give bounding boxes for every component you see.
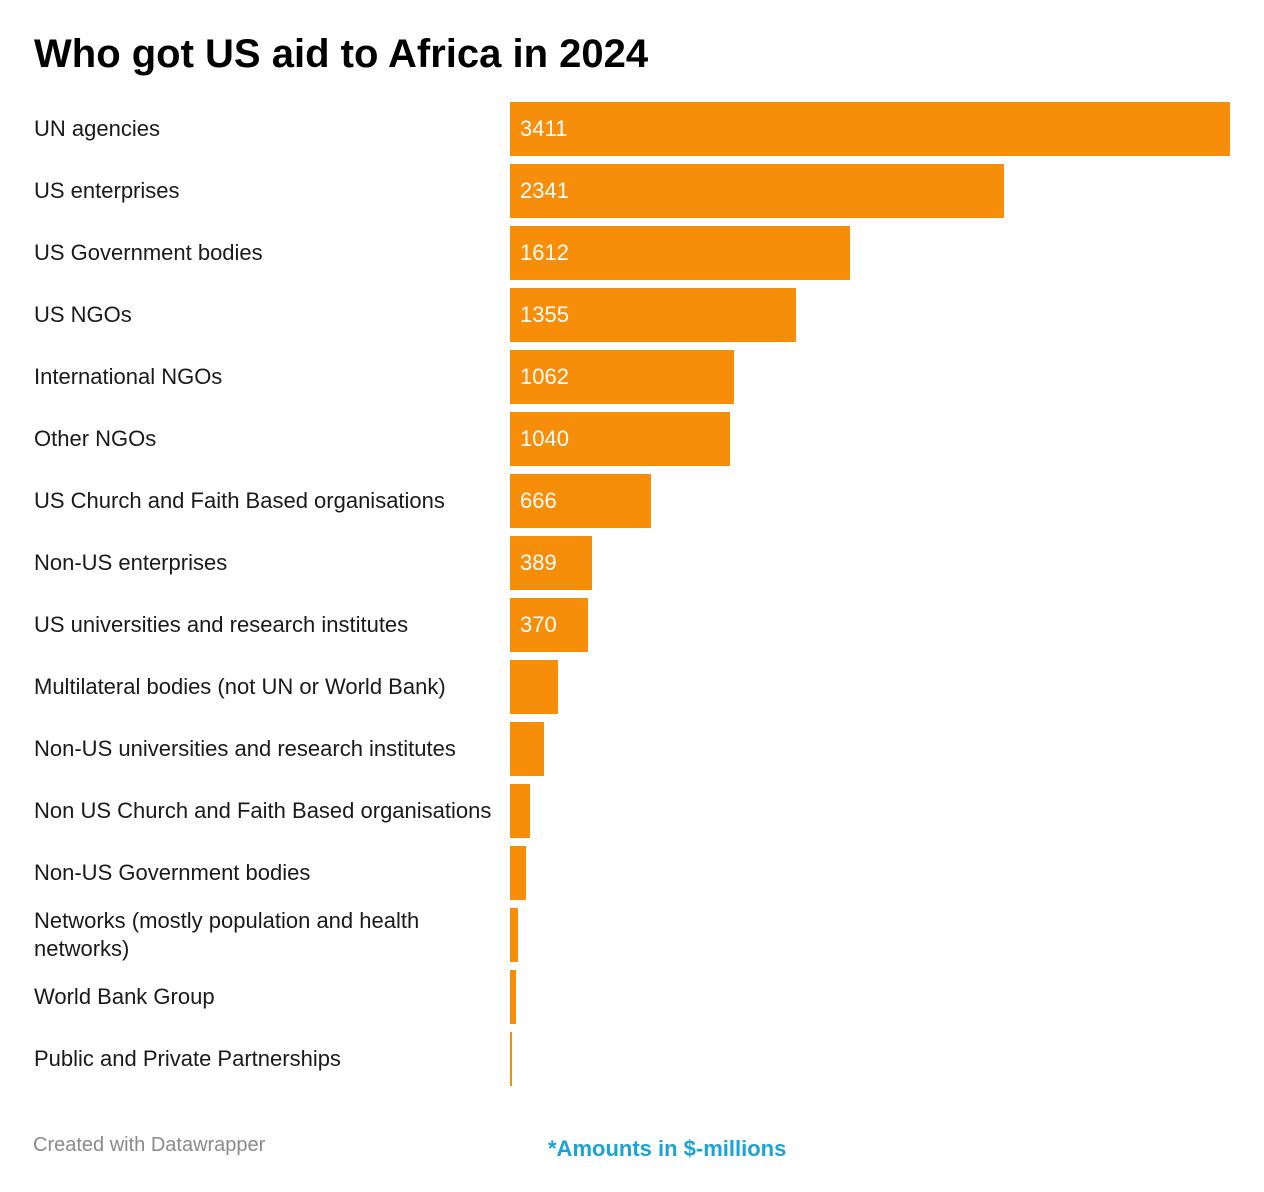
bar[interactable] (510, 846, 526, 900)
bar[interactable] (510, 970, 516, 1024)
category-label: Other NGOs (34, 426, 157, 451)
units-note: *Amounts in $-millions (548, 1136, 787, 1161)
value-label: 1612 (520, 240, 569, 265)
category-label: International NGOs (34, 364, 223, 389)
category-label: Non-US universities and research institu… (34, 736, 456, 761)
category-label: US enterprises (34, 178, 180, 203)
category-label: US universities and research institutes (34, 612, 409, 637)
category-label: World Bank Group (34, 984, 215, 1009)
bar[interactable] (510, 288, 796, 342)
chart-title: Who got US aid to Africa in 2024 (34, 32, 649, 76)
datawrapper-credit[interactable]: Created with Datawrapper (33, 1134, 266, 1156)
value-label: 666 (520, 488, 557, 513)
bar[interactable] (510, 784, 530, 838)
value-label: 1355 (520, 302, 569, 327)
category-label: Public and Private Partnerships (34, 1046, 341, 1071)
bar[interactable] (510, 908, 518, 962)
category-label: Non US Church and Faith Based organisati… (34, 798, 492, 823)
category-label: Non-US enterprises (34, 550, 228, 575)
category-label: US Government bodies (34, 240, 263, 265)
bar[interactable] (510, 164, 1004, 218)
value-label: 3411 (520, 116, 568, 141)
category-label: US Church and Faith Based organisations (34, 488, 445, 513)
value-label: 370 (520, 612, 557, 637)
bar[interactable] (510, 226, 850, 280)
value-label: 1062 (520, 364, 569, 389)
bar[interactable] (510, 1032, 512, 1086)
value-label: 1040 (520, 426, 569, 451)
value-label: 389 (520, 550, 557, 575)
category-label: Non-US Government bodies (34, 860, 311, 885)
category-label: Multilateral bodies (not UN or World Ban… (34, 674, 446, 699)
bar[interactable] (510, 474, 651, 528)
category-label: US NGOs (34, 302, 132, 327)
bar[interactable] (510, 598, 588, 652)
value-label: 2341 (520, 178, 569, 203)
bar[interactable] (510, 660, 558, 714)
bar[interactable] (510, 722, 544, 776)
category-label: Networks (mostly population and health n… (34, 908, 420, 961)
bar[interactable] (510, 102, 1230, 156)
category-label: UN agencies (34, 116, 160, 141)
bar[interactable] (510, 536, 592, 590)
bar[interactable] (510, 350, 734, 404)
bar[interactable] (510, 412, 730, 466)
